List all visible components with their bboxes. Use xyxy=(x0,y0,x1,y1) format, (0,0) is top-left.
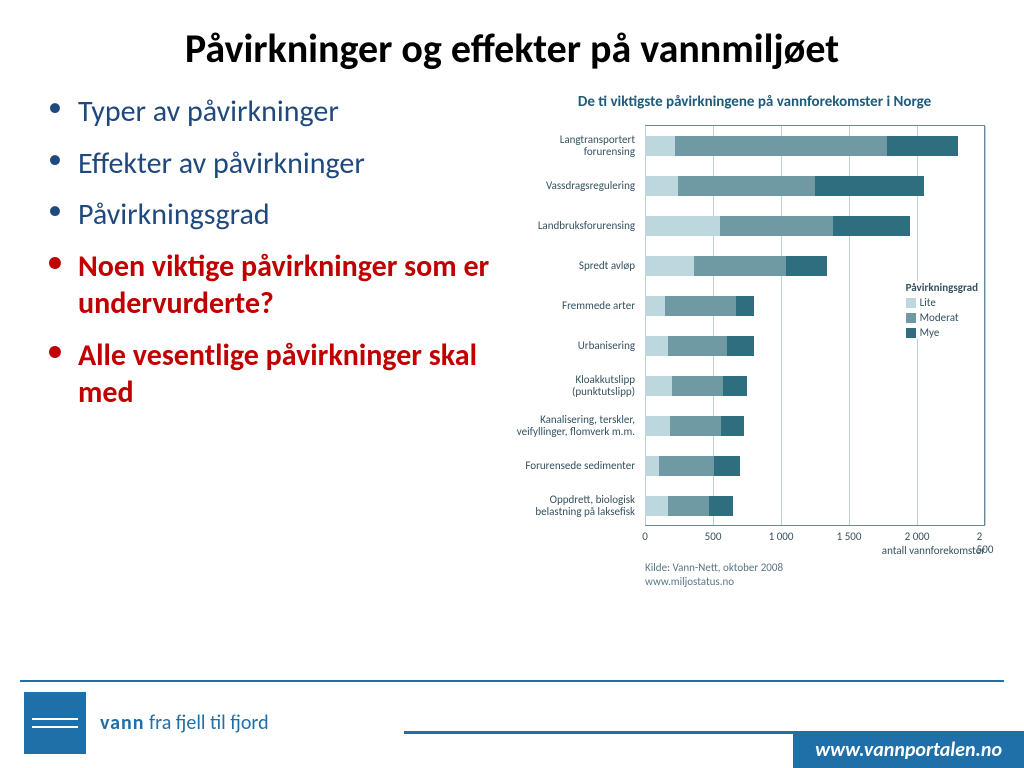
chart-bar xyxy=(645,256,827,276)
chart-bar xyxy=(645,216,910,236)
chart-row-label: Oppdrett, biologisk belastning på laksef… xyxy=(513,494,641,518)
chart-row-label: Langtransportert forurensing xyxy=(513,134,641,158)
footer: vann fra fjell til fjord www.vannportale… xyxy=(0,680,1024,768)
x-tick: 1 000 xyxy=(769,530,794,543)
bullet-list: Typer av påvirkninger Effekter av påvirkn… xyxy=(48,93,503,590)
chart-bar-segment xyxy=(833,216,911,236)
logo-icon xyxy=(24,692,86,754)
chart-bar-segment xyxy=(709,496,733,516)
logo-text-bold: vann xyxy=(100,711,145,735)
x-tick: 2 500 xyxy=(977,530,994,556)
x-tick: 2 000 xyxy=(905,530,930,543)
legend-label: Mye xyxy=(920,326,940,339)
chart-bar-segment xyxy=(727,336,754,356)
chart-bar xyxy=(645,456,740,476)
chart-row-label: Landbruksforurensing xyxy=(513,220,641,232)
legend-label: Lite xyxy=(920,296,936,309)
chart-source: Kilde: Vann-Nett, oktober 2008 www.miljo… xyxy=(645,561,996,590)
chart-row-label: Kloakkutslipp (punktutslipp) xyxy=(513,374,641,398)
legend-swatch xyxy=(906,313,916,323)
chart-row-label: Kanalisering, terskler, veifyllinger, fl… xyxy=(513,414,641,438)
chart-row-label: Forurensede sedimenter xyxy=(513,460,641,472)
chart-bar-segment xyxy=(786,256,827,276)
chart-bar-segment xyxy=(675,136,887,156)
page-title: Påvirkninger og effekter på vannmiljøet xyxy=(0,0,1024,73)
x-axis-label: antall vannforekomster xyxy=(882,544,985,557)
logo-text: vann fra fjell til fjord xyxy=(100,711,269,735)
chart-bar-segment xyxy=(645,456,659,476)
chart-bar xyxy=(645,136,958,156)
chart-bar-segment xyxy=(723,376,747,396)
bullet-item: Typer av påvirkninger xyxy=(48,93,503,131)
chart-bar-segment xyxy=(645,416,669,436)
chart-bar-segment xyxy=(645,376,672,396)
chart-bar-segment xyxy=(815,176,924,196)
chart-bar-segment xyxy=(714,456,740,476)
chart-row-label: Urbanisering xyxy=(513,340,641,352)
legend-label: Moderat xyxy=(920,311,959,324)
legend-title: Påvirkningsgrad xyxy=(906,281,978,294)
chart-bar-segment xyxy=(659,456,715,476)
chart-bar-segment xyxy=(887,136,958,156)
content-area: Typer av påvirkninger Effekter av påvirkn… xyxy=(0,73,1024,590)
chart-row-label: Fremmede arter xyxy=(513,300,641,312)
legend-swatch xyxy=(906,328,916,338)
chart-bar xyxy=(645,496,733,516)
source-line1: Kilde: Vann-Nett, oktober 2008 xyxy=(645,561,996,575)
chart-row-label: Vassdragsregulering xyxy=(513,180,641,192)
chart-bar-segment xyxy=(672,376,722,396)
url-bar: www.vannportalen.no xyxy=(793,732,1024,768)
chart-bar-segment xyxy=(665,296,736,316)
bullet-item: Effekter av påvirkninger xyxy=(48,145,503,183)
legend-swatch xyxy=(906,298,916,308)
chart-bar xyxy=(645,376,747,396)
chart-title: De ti viktigste påvirkningene på vannfor… xyxy=(513,93,996,111)
chart-bar-segment xyxy=(736,296,754,316)
chart-bar-segment xyxy=(668,496,709,516)
x-tick: 500 xyxy=(705,530,722,543)
chart-bar-segment xyxy=(720,216,833,236)
chart-bar-segment xyxy=(670,416,722,436)
chart-bar-segment xyxy=(645,336,668,356)
chart-bar-segment xyxy=(668,336,726,356)
chart-bar-segment xyxy=(694,256,786,276)
chart-x-axis: antall vannforekomster 0 500 1 000 1 500 2 0… xyxy=(645,525,985,555)
chart-bar-segment xyxy=(645,136,675,156)
bullet-item: Noen viktige påvirkninger som er undervu… xyxy=(48,248,503,323)
chart: Langtransportert forurensing Vassdragsreg… xyxy=(513,125,996,590)
chart-bar xyxy=(645,176,924,196)
slide: { "title": "Påvirkninger og effekter på … xyxy=(0,0,1024,768)
chart-bar-segment xyxy=(678,176,815,196)
chart-bar-segment xyxy=(645,256,694,276)
chart-bar-segment xyxy=(645,496,668,516)
source-line2: www.miljostatus.no xyxy=(645,575,996,589)
bullet-item: Alle vesentlige påvirkninger skal med xyxy=(48,337,503,412)
chart-row-label: Spredt avløp xyxy=(513,260,641,272)
chart-legend: Påvirkningsgrad Lite Moderat Mye xyxy=(906,281,978,339)
chart-bar-segment xyxy=(645,216,720,236)
legend-item: Lite xyxy=(906,296,978,309)
chart-container: De ti viktigste påvirkningene på vannfor… xyxy=(503,93,996,590)
x-tick: 0 xyxy=(642,530,648,543)
chart-bar xyxy=(645,296,754,316)
legend-item: Mye xyxy=(906,326,978,339)
logo-text-rest: fra fjell til fjord xyxy=(145,711,269,735)
x-tick: 1 500 xyxy=(837,530,862,543)
bullet-item: Påvirkningsgrad xyxy=(48,196,503,234)
chart-bar xyxy=(645,336,754,356)
chart-bar xyxy=(645,416,744,436)
chart-bar-segment xyxy=(645,176,678,196)
chart-bar-segment xyxy=(721,416,744,436)
legend-item: Moderat xyxy=(906,311,978,324)
chart-bar-segment xyxy=(645,296,665,316)
